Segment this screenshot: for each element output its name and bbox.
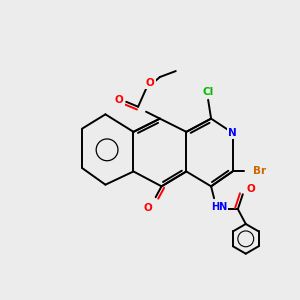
Text: N: N	[228, 128, 237, 138]
Text: O: O	[246, 184, 255, 194]
Text: HN: HN	[211, 202, 227, 212]
Text: O: O	[115, 95, 124, 105]
Text: O: O	[146, 78, 154, 88]
Text: O: O	[143, 203, 152, 213]
Text: Br: Br	[253, 167, 266, 176]
Text: Cl: Cl	[202, 87, 214, 97]
